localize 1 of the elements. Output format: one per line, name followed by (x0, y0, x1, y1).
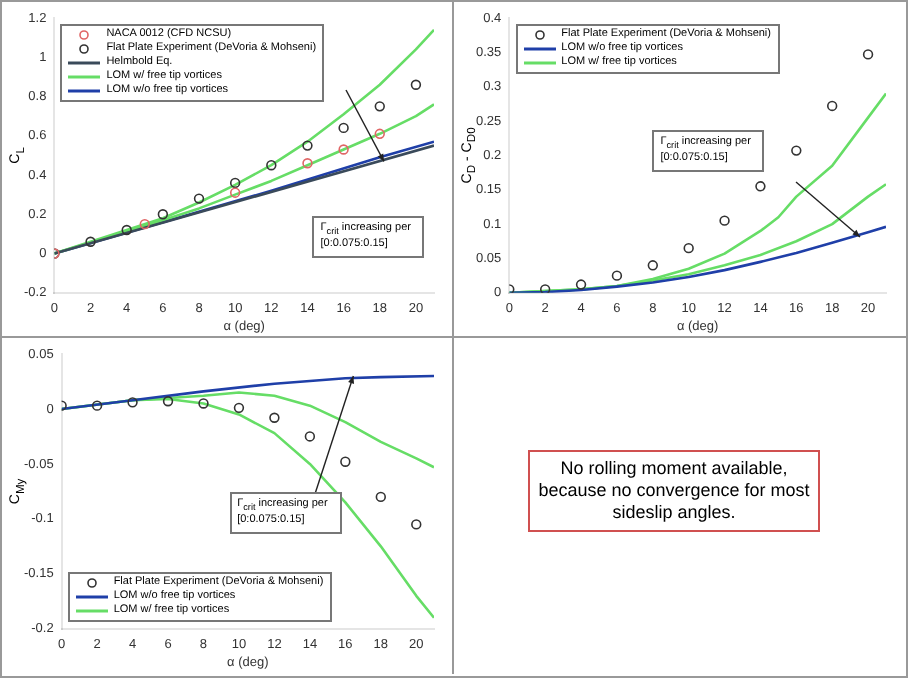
text: No rolling moment available, because no convergence for most sideslip angles. (528, 450, 820, 532)
